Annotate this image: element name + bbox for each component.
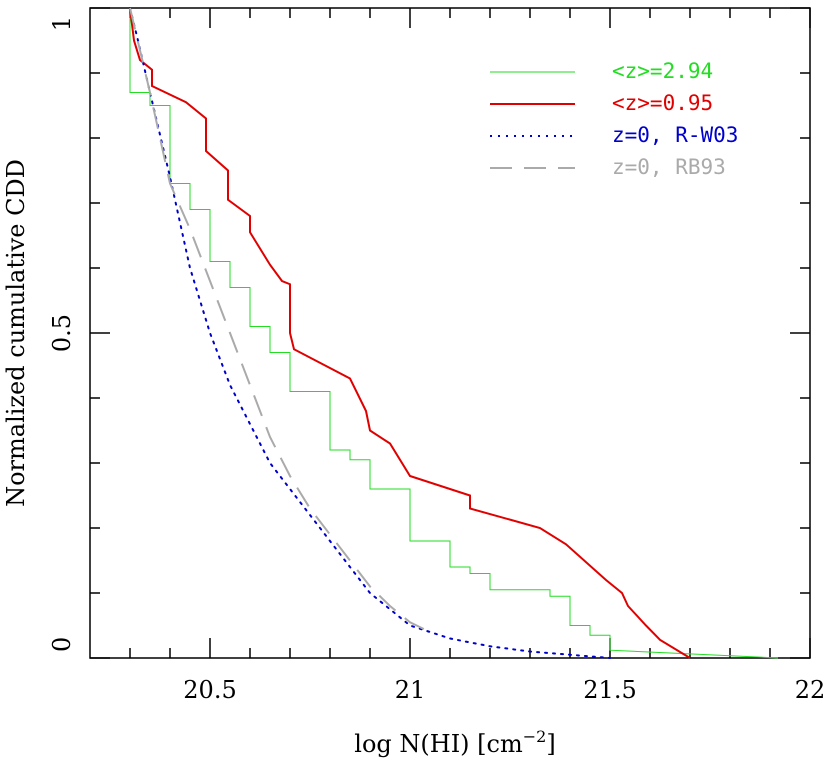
y-tick-label: 1 (48, 16, 76, 31)
y-tick-label: 0 (48, 637, 76, 652)
legend-label: z=0, RB93 (612, 155, 726, 179)
x-axis-label: log N(HI) [cm−2] (354, 727, 555, 758)
series-line (129, 7, 691, 659)
legend-label: z=0, R-W03 (612, 123, 738, 147)
x-axis-label-end: ] (546, 730, 555, 758)
y-tick-label: 0.5 (48, 314, 76, 352)
legend-label: <z>=2.94 (612, 59, 713, 83)
x-axis-label-sup: −2 (523, 727, 547, 746)
x-tick-label: 22 (795, 676, 826, 704)
series-line (129, 7, 431, 633)
series-line (129, 7, 611, 659)
x-tick-label: 21 (395, 676, 426, 704)
series-line (129, 8, 779, 659)
y-axis-label: Normalized cumulative CDD (2, 159, 30, 507)
x-tick-label: 21.5 (583, 676, 636, 704)
legend-label: <z>=0.95 (612, 91, 713, 115)
x-axis-label-main: log N(HI) [cm (354, 730, 523, 758)
x-tick-label: 20.5 (183, 676, 236, 704)
